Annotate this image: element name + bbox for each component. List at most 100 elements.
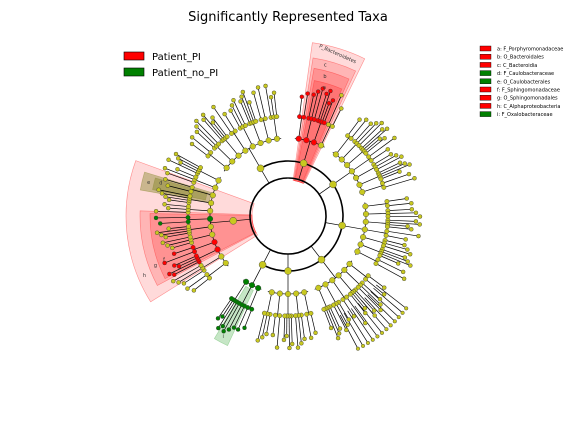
taxon-node <box>385 203 390 209</box>
clade-key-item: e: O_Caulobacterales <box>497 79 551 85</box>
branch-line <box>357 286 381 311</box>
branch-line <box>350 119 367 139</box>
taxon-node <box>332 151 339 158</box>
clade-key-item: h: C_Alphaproteobacteria <box>497 104 560 110</box>
taxon-node <box>402 255 408 260</box>
clade-key-item: a: F_Porphyromonadaceae <box>497 47 563 53</box>
taxon-node <box>365 340 370 345</box>
taxon-node <box>258 261 267 269</box>
branch-line <box>212 122 226 139</box>
taxon-node <box>170 245 175 251</box>
taxon-node <box>188 189 194 194</box>
taxon-node <box>381 292 387 297</box>
taxon-node <box>302 336 307 342</box>
taxon-node <box>330 98 336 103</box>
branch-line <box>164 251 195 264</box>
taxon-node <box>181 281 187 286</box>
taxon-node <box>363 150 369 156</box>
taxon-node <box>263 83 268 89</box>
taxon-node <box>345 133 351 139</box>
taxon-node <box>268 95 274 100</box>
legend-label-patient-pi: Patient_PI <box>152 52 201 63</box>
taxon-node <box>264 331 269 337</box>
taxon-node <box>238 99 243 104</box>
branch-line <box>325 308 339 339</box>
taxon-node <box>335 272 342 279</box>
taxon-node <box>324 91 329 97</box>
taxon-node <box>284 267 292 275</box>
branch-line <box>365 213 388 215</box>
taxon-node <box>317 255 326 264</box>
taxon-node <box>403 237 408 242</box>
branch-line <box>380 253 411 266</box>
taxon-node <box>305 91 310 96</box>
clade-key-swatch <box>479 103 492 109</box>
branch-line <box>196 120 219 145</box>
taxon-node <box>218 253 225 260</box>
clade-key-item: b: O_Bacteroidales <box>497 55 544 61</box>
taxon-node <box>232 128 238 134</box>
branch-line <box>387 202 412 207</box>
taxon-node <box>289 341 295 347</box>
taxon-node <box>223 164 230 171</box>
branch-line <box>169 259 199 275</box>
taxon-node <box>173 151 179 157</box>
taxon-node <box>192 249 197 254</box>
taxon-node <box>326 101 332 106</box>
taxon-node <box>363 276 368 282</box>
taxon-node <box>344 327 349 333</box>
taxon-node <box>249 143 256 150</box>
taxon-node <box>355 346 360 351</box>
branch-line <box>365 221 388 224</box>
branch-line <box>167 172 194 183</box>
branch-line <box>257 313 265 341</box>
branch-line <box>248 148 261 169</box>
taxon-node <box>166 226 171 231</box>
taxon-node <box>209 231 216 238</box>
taxon-node <box>243 123 248 128</box>
branch-line <box>382 173 410 184</box>
taxon-node <box>405 224 410 229</box>
taxon-node <box>258 117 264 123</box>
taxon-node <box>159 191 165 196</box>
taxon-node <box>271 90 277 95</box>
branch-line <box>313 121 322 143</box>
taxon-node <box>377 136 383 141</box>
branch-line <box>191 137 211 153</box>
taxon-node <box>362 211 369 218</box>
branch-line <box>384 239 405 246</box>
branch-line <box>241 96 253 123</box>
branch-line <box>332 108 342 127</box>
branch-line <box>381 251 408 262</box>
taxon-node <box>193 253 199 259</box>
taxon-node <box>361 343 366 348</box>
taxon-node <box>228 108 233 113</box>
taxon-node <box>304 311 310 317</box>
taxon-node <box>407 162 412 167</box>
branch-line <box>172 242 192 249</box>
taxon-node <box>211 239 218 246</box>
taxon-node <box>274 345 280 350</box>
taxon-node <box>273 135 280 142</box>
branch-line <box>361 129 383 149</box>
taxon-node <box>399 154 404 159</box>
branch-line <box>262 119 269 141</box>
branch-line <box>242 91 255 123</box>
branch-line <box>276 315 281 348</box>
taxon-node <box>413 219 419 224</box>
taxon-node <box>235 327 241 332</box>
branch-line <box>303 292 310 314</box>
branch-line <box>370 149 388 161</box>
taxon-node <box>381 185 387 190</box>
branch-line <box>321 103 330 123</box>
taxon-node <box>412 176 417 181</box>
taxon-node <box>216 325 221 331</box>
taxon-node <box>346 317 351 322</box>
taxon-node <box>401 276 407 281</box>
branch-line <box>277 293 281 316</box>
branch-line <box>354 123 372 142</box>
branch-line <box>362 128 388 151</box>
branch-line <box>384 242 408 250</box>
branch-line <box>319 90 331 122</box>
branch-line <box>173 265 202 282</box>
